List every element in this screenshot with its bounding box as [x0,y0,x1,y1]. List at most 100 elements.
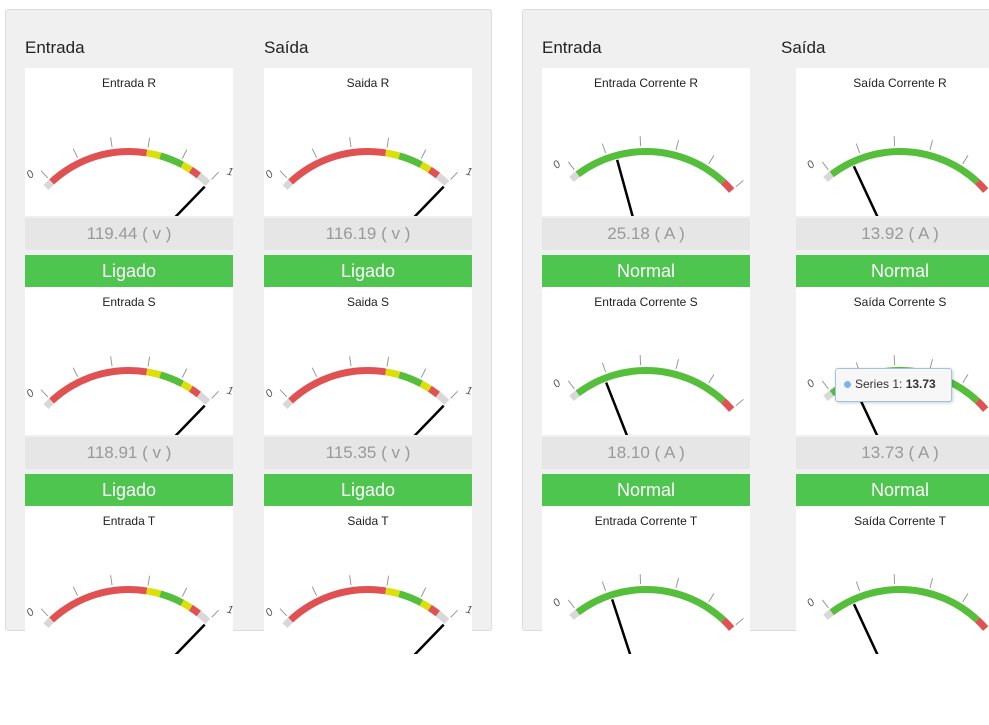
gauge-tick [148,138,150,148]
gauge-tick [312,368,316,377]
gauge-tick [212,172,219,179]
gauge-chart[interactable]: 0100EntradaEntrada S [25,287,233,435]
gauge-tick [963,374,968,382]
gauge-readout: 115.35 ( v ) [264,437,472,469]
gauge-min-label: 0 [805,377,818,391]
gauge-title: Saída Corrente T [796,514,989,528]
gauge-band-red [288,586,386,623]
gauge-min-label: 0 [551,596,564,610]
gauge-tick [148,357,150,367]
gauge-tick [111,356,112,366]
gauge-min-label: 0 [264,606,276,620]
gauge-tick [73,149,77,158]
gauge-readout: 13.73 ( A ) [796,437,989,469]
gauge-tick [856,144,859,153]
gauge-tick [421,588,425,597]
gauge-needle [612,599,646,654]
gauge-chart[interactable]: 0100SaidaSaida R [264,68,472,216]
gauge-chart[interactable]: 0100SaidaSaida S [264,287,472,435]
tooltip-value: 13.73 [906,377,936,391]
gauge-chart[interactable]: 0100SaidaSaida T [264,506,472,654]
gauge-title: Entrada R [25,76,233,90]
gauge-needle [129,406,205,435]
chart-tooltip: Series 1: 13.73 [835,368,952,402]
gauge-band-green [830,586,980,623]
gauge-tick [451,391,458,398]
gauge-card: 0100Saída CorrenteSaída Corrente R13.92 … [796,68,989,287]
gauge-band-red [49,586,147,623]
gauge-band-green [159,153,184,168]
gauge-tick [602,363,605,372]
gauge-needle [368,187,444,216]
gauge-band-red [49,367,147,404]
gauge-readout: 18.10 ( A ) [542,437,750,469]
gauge-title: Saída Corrente R [796,76,989,90]
gauge-band-green [398,372,423,387]
gauge-max-label: 100 [464,604,472,621]
gauge-tick [350,356,351,366]
gauge-band-green [576,586,726,623]
status-badge: Normal [796,255,989,287]
gauge-tick [736,399,744,406]
gauge-chart[interactable]: 0100EntradaEntrada T [25,506,233,654]
gauge-tick [182,369,186,378]
gauge-readout: 25.18 ( A ) [542,218,750,250]
gauge-min-label: 0 [25,606,37,620]
gauge-min-label: 0 [551,377,564,391]
gauge-tick [280,609,287,616]
gauge-chart[interactable]: 0100Saída CorrenteSaída Corrente S [796,287,989,435]
gauge-band-red [288,148,386,185]
gauge-tick [736,180,744,187]
gauge-needle [129,187,205,216]
gauge-min-label: 0 [25,387,37,401]
gauge-band-green [576,367,726,404]
gauge-card: 0100SaidaSaida T [264,506,472,725]
gauge-title: Entrada T [25,514,233,528]
status-badge: Ligado [25,474,233,506]
gauge-readout: 119.44 ( v ) [25,218,233,250]
status-badge: Normal [542,255,750,287]
gauge-max-label: 100 [749,614,750,636]
gauge-min-label: 0 [25,168,37,182]
gauge-chart[interactable]: 0100Saída CorrenteSaída Corrente R [796,68,989,216]
gauge-needle [368,625,444,654]
gauge-readout: 13.92 ( A ) [796,218,989,250]
gauge-tick [41,390,48,397]
gauge-readout: 116.19 ( v ) [264,218,472,250]
gauge-chart[interactable]: 0100Saída CorrenteSaída Corrente T [796,506,989,654]
gauge-min-label: 0 [264,387,276,401]
gauge-band-green [159,372,184,387]
gauge-title: Entrada Corrente S [542,295,750,309]
gauge-tick [111,575,112,585]
gauge-tick [602,582,605,591]
gauge-needle [129,625,205,654]
gauge-title: Saída Corrente S [796,295,989,309]
gauge-min-label: 0 [551,158,564,172]
gauge-chart[interactable]: 0100EntradaEntrada R [25,68,233,216]
gauge-title: Entrada Corrente T [542,514,750,528]
tooltip-series-label: Series 1: [855,377,902,391]
gauge-tick [312,587,316,596]
gauge-band-green [398,153,423,168]
gauge-band-green [576,148,726,185]
gauge-tick [212,610,219,617]
gauge-max-label: 100 [225,604,233,621]
gauge-tick [41,171,48,178]
gauge-needle [854,166,900,216]
status-badge: Ligado [264,474,472,506]
gauge-band-yellow [385,149,400,159]
gauge-tick [280,390,287,397]
status-badge: Normal [542,474,750,506]
